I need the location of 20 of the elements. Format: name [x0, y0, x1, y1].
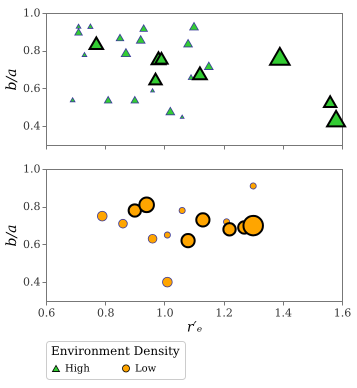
y-tick-label: 0.4: [23, 276, 40, 289]
x-tick-label: 1.6: [334, 306, 352, 320]
x-tick-label: 0.6: [38, 306, 56, 320]
legend-label: Low: [135, 363, 157, 374]
x-tick-label: 1.0: [156, 306, 174, 320]
y-tick-label: 0.8: [23, 200, 40, 214]
y-axis-title: b/a: [4, 224, 20, 247]
y-tick-label: 0.6: [23, 82, 40, 95]
y-axis-title: b/a: [4, 68, 20, 91]
legend-label: High: [65, 364, 90, 374]
y-tick-label: 1.0: [23, 6, 40, 20]
y-tick-label: 0.8: [23, 44, 40, 58]
x-tick-label: 0.8: [96, 306, 114, 320]
x-axis-title: r′ₑ: [186, 320, 202, 336]
x-tick-label: 1.2: [215, 306, 233, 320]
y-tick-label: 0.4: [23, 120, 40, 133]
y-tick-label: 0.6: [23, 238, 40, 251]
y-tick-label: 1.0: [23, 162, 40, 176]
x-tick-label: 1.4: [274, 306, 292, 320]
legend-title: Environment Density: [51, 344, 180, 358]
